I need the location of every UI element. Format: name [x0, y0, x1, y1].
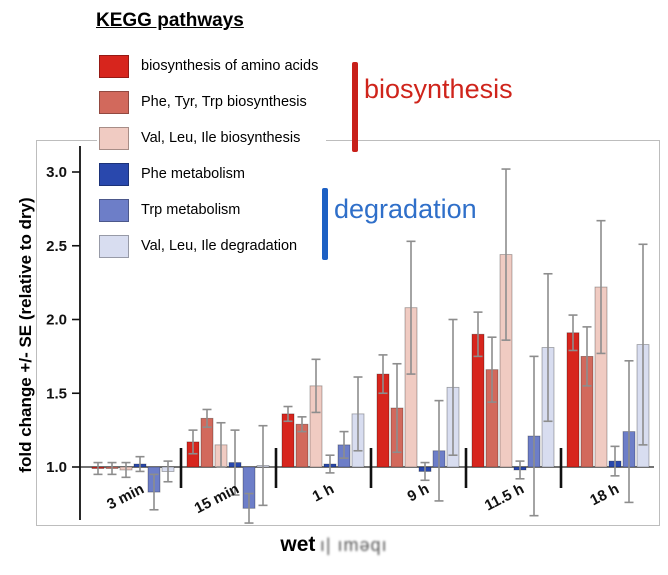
- degradation-group-label: degradation: [334, 194, 477, 224]
- chart-title: KEGG pathways: [96, 10, 244, 31]
- y-tick-label: 2.0: [46, 312, 67, 329]
- legend-swatch-phe-metabolism: [99, 162, 129, 186]
- degradation-group-bracket: [322, 188, 328, 260]
- legend-item: Trp metabolism: [99, 198, 318, 222]
- legend-label: Trp metabolism: [141, 202, 241, 218]
- y-tick-label: 3.0: [46, 164, 67, 181]
- legend: biosynthesis of amino acids Phe, Tyr, Tr…: [97, 52, 327, 260]
- bar-chart: 1.0 1.5 2.0 2.5 3.0 3 min 15 min 1 h 9 h 11.5 h 18…: [46, 146, 654, 524]
- legend-label: Phe, Tyr, Trp biosynthesis: [141, 94, 307, 110]
- y-tick-label: 1.0: [46, 459, 67, 476]
- y-tick-label: 2.5: [46, 238, 67, 255]
- x-tick-label: 1 h: [310, 480, 337, 505]
- x-tick-label: 18 h: [587, 480, 621, 509]
- x-tick-label: 15 min: [192, 480, 242, 517]
- x-tick-label: 3 min: [104, 480, 147, 513]
- legend-swatch-biosynthesis-amino-acids: [99, 54, 129, 78]
- x-axis-label-text: wet: [280, 533, 316, 556]
- x-tick-label: 11.5 h: [482, 480, 527, 514]
- legend-item: Val, Leu, Ile degradation: [99, 234, 318, 258]
- biosynthesis-group-label: biosynthesis: [364, 74, 513, 104]
- x-tick-label: 9 h: [405, 480, 432, 505]
- legend-item: Phe metabolism: [99, 162, 318, 186]
- biosynthesis-group-bracket: [352, 62, 358, 152]
- x-axis-label: wet ı| ıməqı: [0, 533, 668, 557]
- bar-0-5: [566, 332, 580, 468]
- legend-swatch-val-leu-ile-degradation: [99, 234, 129, 258]
- legend-item: Val, Leu, Ile biosynthesis: [99, 126, 318, 150]
- y-tick-label: 1.5: [46, 385, 67, 402]
- legend-item: Phe, Tyr, Trp biosynthesis: [99, 90, 318, 114]
- y-axis-label: fold change +/- SE (relative to dry): [16, 197, 35, 473]
- legend-swatch-phe-tyr-trp-biosynthesis: [99, 90, 129, 114]
- legend-label: Val, Leu, Ile biosynthesis: [141, 130, 301, 146]
- legend-item: biosynthesis of amino acids: [99, 54, 318, 78]
- legend-label: Val, Leu, Ile degradation: [141, 238, 298, 254]
- legend-swatch-val-leu-ile-biosynthesis: [99, 126, 129, 150]
- x-axis-label-artifact: ı| ıməqı: [319, 535, 388, 555]
- legend-swatch-trp-metabolism: [99, 198, 129, 222]
- legend-label: Phe metabolism: [141, 166, 245, 182]
- legend-label: biosynthesis of amino acids: [141, 58, 319, 74]
